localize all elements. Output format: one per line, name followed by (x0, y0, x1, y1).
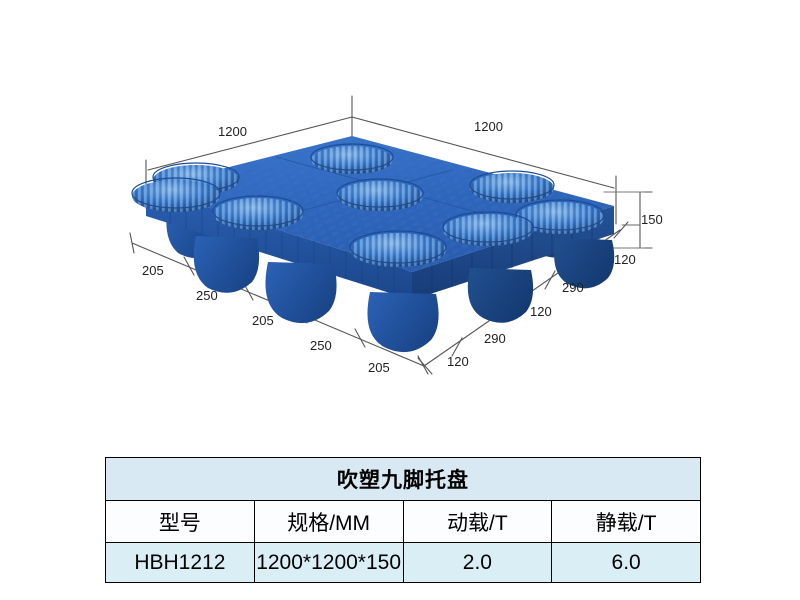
label-left-chain-3: 250 (310, 338, 332, 353)
top-right-dimension-line (351, 116, 615, 189)
specification-table: 吹塑九脚托盘 型号 规格/MM 动载/T 静载/T HBH1212 1200*1… (105, 457, 701, 583)
dimension-labels: 1200 1200 150 205 250 205 250 205 120 29… (142, 119, 663, 375)
pallet-body (131, 136, 615, 353)
cell-spec: 1200*1200*150 (253, 542, 404, 583)
cell-dynamic-load: 2.0 (402, 542, 553, 583)
label-left-chain-4: 205 (368, 360, 390, 375)
funnel-back-right (469, 170, 555, 203)
top-left-dimension-line (147, 116, 353, 171)
left-chain-tick-1 (183, 256, 195, 276)
leg-front-right (467, 268, 534, 323)
funnel-back-center (310, 143, 394, 174)
funnel-front-right (442, 211, 534, 246)
label-right-chain-0: 120 (447, 354, 469, 369)
spec-table-body: 吹塑九脚托盘 型号 规格/MM 动载/T 静载/T HBH1212 1200*1… (105, 457, 701, 583)
right-chain-tick-3 (544, 270, 556, 290)
label-right-chain-1: 290 (484, 331, 506, 346)
spec-table-title: 吹塑九脚托盘 (105, 457, 701, 501)
funnel-mid-right (515, 199, 605, 234)
column-header-dynamic-load: 动载/T (402, 500, 553, 543)
spec-title-row: 吹塑九脚托盘 (105, 457, 701, 501)
label-left-chain-0: 205 (142, 263, 164, 278)
funnel-recesses (131, 143, 605, 267)
label-height-150: 150 (641, 212, 663, 227)
label-top-right-1200: 1200 (474, 119, 503, 134)
label-right-chain-2: 120 (530, 304, 552, 319)
left-chain-end-tick (129, 232, 135, 254)
label-top-left-1200: 1200 (218, 124, 247, 139)
cell-model: HBH1212 (105, 542, 255, 583)
left-chain-tick-4 (354, 328, 366, 348)
label-right-chain-4: 120 (614, 252, 636, 267)
leg-front-left (265, 262, 337, 324)
funnel-front-left (131, 177, 221, 212)
cell-static-load: 6.0 (551, 542, 701, 583)
spec-header-row: 型号 规格/MM 动载/T 静载/T (105, 500, 701, 543)
leg-mid-right (554, 238, 615, 289)
pallet-drawing: 1200 1200 150 205 250 205 250 205 120 29… (129, 95, 663, 375)
label-left-chain-2: 205 (252, 313, 274, 328)
left-chain-end-tick-2 (417, 355, 429, 375)
column-header-spec: 规格/MM (253, 500, 404, 543)
column-header-model: 型号 (105, 500, 255, 543)
leg-mid-left (193, 236, 260, 293)
funnel-mid-left (212, 195, 304, 230)
label-right-chain-3: 290 (562, 280, 584, 295)
right-chain-tick-1 (451, 337, 463, 357)
column-header-static-load: 静载/T (551, 500, 701, 543)
label-left-chain-1: 250 (196, 288, 218, 303)
product-illustration: 1200 1200 150 205 250 205 250 205 120 29… (129, 95, 663, 375)
leg-front-center (367, 292, 439, 353)
funnel-front-center (349, 230, 447, 267)
table-row: HBH1212 1200*1200*150 2.0 6.0 (105, 542, 701, 583)
funnel-center (336, 178, 424, 211)
right-chain-end-tick (417, 357, 433, 375)
